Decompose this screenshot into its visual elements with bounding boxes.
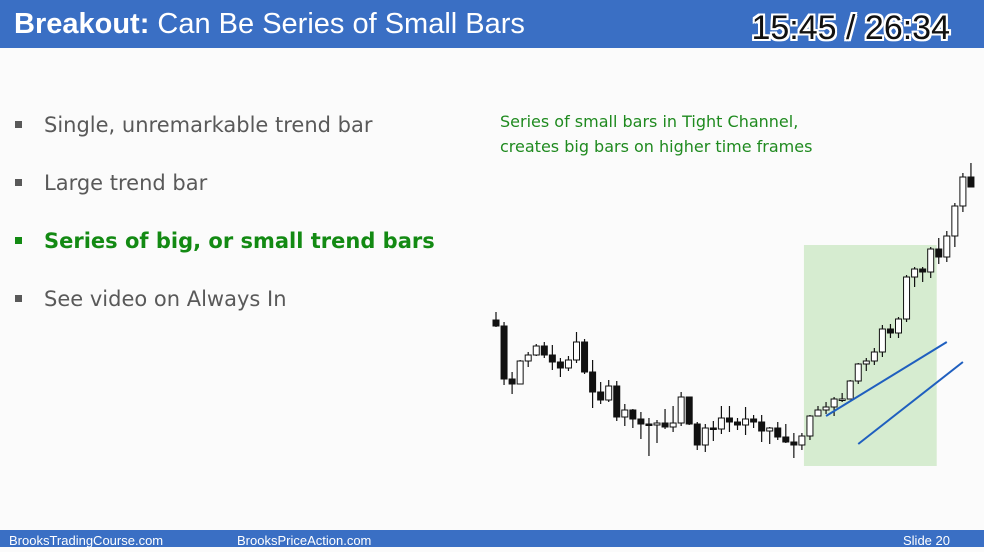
footer-site-center: BrooksPriceAction.com	[237, 533, 372, 548]
bull-candle	[524, 354, 532, 362]
bull-candle	[862, 360, 870, 365]
bear-candle	[709, 427, 717, 430]
bear-candle	[790, 441, 798, 446]
bullet-text: Single, unremarkable trend bar	[44, 113, 373, 137]
bull-candle	[677, 396, 685, 424]
bull-candle	[564, 359, 572, 369]
bull-candle	[911, 268, 919, 278]
bullet-text: Large trend bar	[44, 171, 208, 195]
bear-candle	[492, 319, 500, 327]
bull-candle	[717, 417, 725, 430]
bull-candle	[573, 341, 580, 361]
bear-candle	[935, 248, 943, 258]
bear-candle	[540, 345, 548, 356]
annotation-line-2: creates big bars on higher time frames	[500, 137, 813, 156]
header-bar: Breakout: Can Be Series of Small Bars 15…	[0, 0, 984, 48]
bullet-list: Single, unremarkable trend bar Large tre…	[15, 105, 475, 337]
bear-candle	[774, 427, 782, 438]
bull-candle	[895, 318, 902, 334]
bear-candle	[967, 176, 975, 188]
bull-candle	[814, 409, 822, 417]
bull-candle	[766, 427, 774, 432]
bull-candle	[830, 398, 838, 408]
bear-candle	[637, 418, 645, 425]
bullet-marker	[15, 237, 22, 244]
bear-candle	[613, 385, 621, 418]
bull-candle	[806, 415, 814, 437]
bullet-item: Large trend bar	[15, 163, 475, 221]
bull-candle	[846, 380, 854, 400]
bullet-item-highlighted: Series of big, or small trend bars	[15, 221, 475, 279]
bear-candle	[500, 325, 508, 380]
bullet-marker	[15, 179, 22, 186]
bull-candle	[838, 398, 846, 401]
bear-candle	[589, 371, 597, 393]
bear-candle	[645, 423, 653, 426]
bull-candle	[951, 205, 959, 237]
bear-candle	[693, 423, 701, 446]
bull-candle	[653, 422, 661, 426]
bear-candle	[556, 361, 564, 369]
bullet-marker	[15, 121, 22, 128]
bear-candle	[750, 418, 758, 423]
slide-title-rest: Can Be Series of Small Bars	[157, 8, 525, 40]
bear-candle	[782, 436, 790, 443]
channel-line	[857, 361, 964, 445]
channel-line	[825, 341, 948, 417]
bull-candle	[516, 360, 524, 385]
bear-candle	[629, 409, 637, 420]
bull-candle	[854, 363, 862, 382]
bear-candle	[886, 328, 894, 334]
bull-candle	[903, 276, 911, 320]
bull-candle	[798, 435, 806, 446]
bear-candle	[734, 421, 741, 426]
bull-candle	[878, 328, 886, 353]
bull-candle	[532, 345, 540, 356]
annotation-line-1: Series of small bars in Tight Channel,	[500, 112, 799, 131]
bull-candle	[605, 385, 613, 401]
slide-number: Slide 20	[903, 533, 950, 548]
bullet-item: See video on Always In	[15, 279, 475, 337]
bull-candle	[701, 427, 709, 446]
bull-candle	[742, 418, 750, 426]
bear-candle	[581, 341, 589, 373]
slide-title-bold: Breakout:	[14, 8, 150, 40]
bear-candle	[919, 268, 927, 273]
tight-channel-highlight	[803, 245, 937, 466]
bull-candle	[822, 406, 830, 411]
bear-candle	[548, 354, 556, 363]
bear-candle	[725, 417, 733, 423]
bear-candle	[661, 422, 669, 428]
bull-candle	[870, 351, 878, 362]
video-timestamp: 15:45 / 26:34	[751, 9, 950, 47]
slide-title: Breakout: Can Be Series of Small Bars	[14, 4, 525, 44]
bullet-text: Series of big, or small trend bars	[44, 229, 435, 253]
bullet-text: See video on Always In	[44, 287, 287, 311]
footer-site-left: BrooksTradingCourse.com	[9, 533, 164, 548]
chart-annotation: Series of small bars in Tight Channel, c…	[500, 109, 880, 159]
bear-candle	[508, 378, 516, 385]
bear-candle	[685, 396, 693, 425]
bull-candle	[669, 422, 677, 428]
bull-candle	[621, 409, 629, 418]
footer-bar: BrooksTradingCourse.com BrooksPriceActio…	[0, 530, 984, 548]
bullet-item: Single, unremarkable trend bar	[15, 105, 475, 163]
bull-candle	[927, 248, 935, 273]
bull-candle	[959, 176, 967, 207]
bullet-marker	[15, 295, 22, 302]
bear-candle	[597, 391, 605, 401]
bear-candle	[758, 421, 766, 432]
bull-candle	[943, 235, 951, 258]
